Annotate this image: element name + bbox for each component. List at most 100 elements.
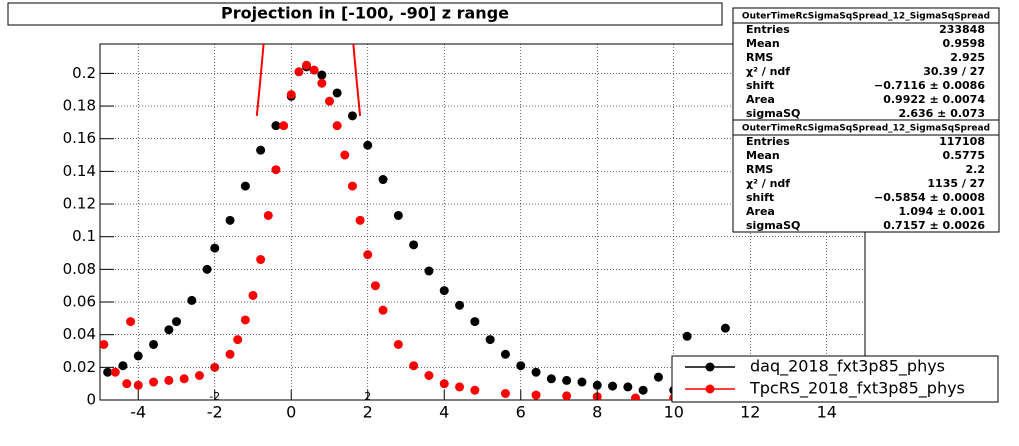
x-tick-label: 12 [740,403,760,422]
data-point [240,181,250,191]
y-tick-label: 0.18 [63,97,96,115]
stats-label: RMS [746,163,773,176]
y-tick-label: 0.16 [63,129,96,147]
stats-label: sigmaSQ [746,219,800,232]
data-point [424,371,434,381]
stats-value: 2.925 [950,51,985,64]
y-tick-label: 0.08 [63,260,96,278]
data-point [682,331,692,341]
data-point [100,339,109,349]
data-point [149,339,159,349]
data-point [500,349,510,359]
data-point [118,361,128,371]
x2-tick-label: 2 [364,390,371,403]
stats-value: 0.7157 ± 0.0026 [883,219,985,232]
data-point [240,315,250,325]
data-point [225,349,235,359]
data-point [631,393,640,400]
data-point [470,385,480,395]
stats-value: 233848 [939,23,985,36]
data-point [126,317,136,327]
stats-value: 0.9922 ± 0.0074 [883,93,985,106]
data-point [103,367,113,377]
legend-label: TpcRS_2018_fxt3p85_phys [749,379,965,399]
data-point [187,295,197,305]
data-point [378,305,388,315]
data-point [133,351,143,361]
stats-value: 0.5775 [943,149,985,162]
data-point [179,374,189,384]
stats-label: χ² / ndf [746,65,790,78]
stats-box [732,7,1000,121]
data-point [233,335,243,345]
data-point [317,78,327,88]
data-point [608,381,618,391]
data-point [340,150,350,160]
legend-box [671,355,999,403]
data-point [393,210,403,220]
x-tick-label: -2 [207,403,223,422]
x-tick-label: 8 [592,403,602,422]
data-point [500,388,510,398]
data-point [294,67,304,77]
data-point [271,121,281,131]
data-point [202,264,212,274]
data-point [409,361,419,371]
title-box [7,2,723,26]
data-point [531,390,541,400]
data-point [409,240,419,250]
stats-value: −0.5854 ± 0.0008 [874,191,985,204]
data-point [256,255,266,265]
stats-label: sigmaSQ [746,107,800,120]
y-tick-label: 0.06 [63,293,96,311]
y-tick-label: 0.14 [63,162,96,180]
y-tick-label: 0.04 [63,325,96,343]
data-point [638,385,648,395]
stats-title: OuterTimeRcSigmaSqSpread_12_SigmaSqSprea… [742,124,990,134]
legend-label: daq_2018_fxt3p85_phys [750,357,945,377]
data-point [279,121,289,131]
stats-value: −0.7116 ± 0.0086 [874,79,985,92]
data-point [623,382,633,392]
legend-marker [705,362,715,372]
stats-title: OuterTimeRcSigmaSqSpread_12_SigmaSqSprea… [742,12,990,22]
data-point [355,215,365,225]
legend-marker [705,384,715,394]
data-point [363,140,373,150]
stats-value: 2.636 ± 0.073 [899,107,985,120]
data-point [370,281,380,291]
stats-value: 1135 / 27 [927,177,985,190]
chart-title: Projection in [-100, -90] z range [221,4,509,23]
data-point [271,165,281,175]
fit-line [255,44,362,116]
data-point [110,367,120,377]
data-point [263,210,273,220]
x-tick-label: 4 [439,403,449,422]
y-tick-label: 0.2 [72,64,96,82]
data-point [309,65,319,75]
y-tick-label: 0.12 [63,195,96,213]
data-point [317,70,327,80]
data-point [347,181,357,191]
data-point [592,380,602,390]
data-point [302,60,312,70]
stats-label: RMS [746,51,773,64]
stats-label: shift [746,191,774,204]
stats-value: 30.39 / 27 [923,65,985,78]
stats-value: 117108 [939,135,985,148]
stats-label: shift [746,79,774,92]
data-point [172,317,181,327]
stats-label: Mean [746,149,780,162]
x-tick-label: 2 [363,403,373,422]
y-tick-label: 0 [86,391,96,409]
data-point [248,290,258,300]
data-point [256,145,266,155]
data-point [470,317,480,327]
data-point [577,377,587,387]
data-point [164,375,174,385]
data-point [332,121,342,131]
data-point [286,90,296,100]
stats-value: 1.094 ± 0.001 [899,205,985,218]
data-point [562,375,572,385]
plot-area [100,44,730,400]
